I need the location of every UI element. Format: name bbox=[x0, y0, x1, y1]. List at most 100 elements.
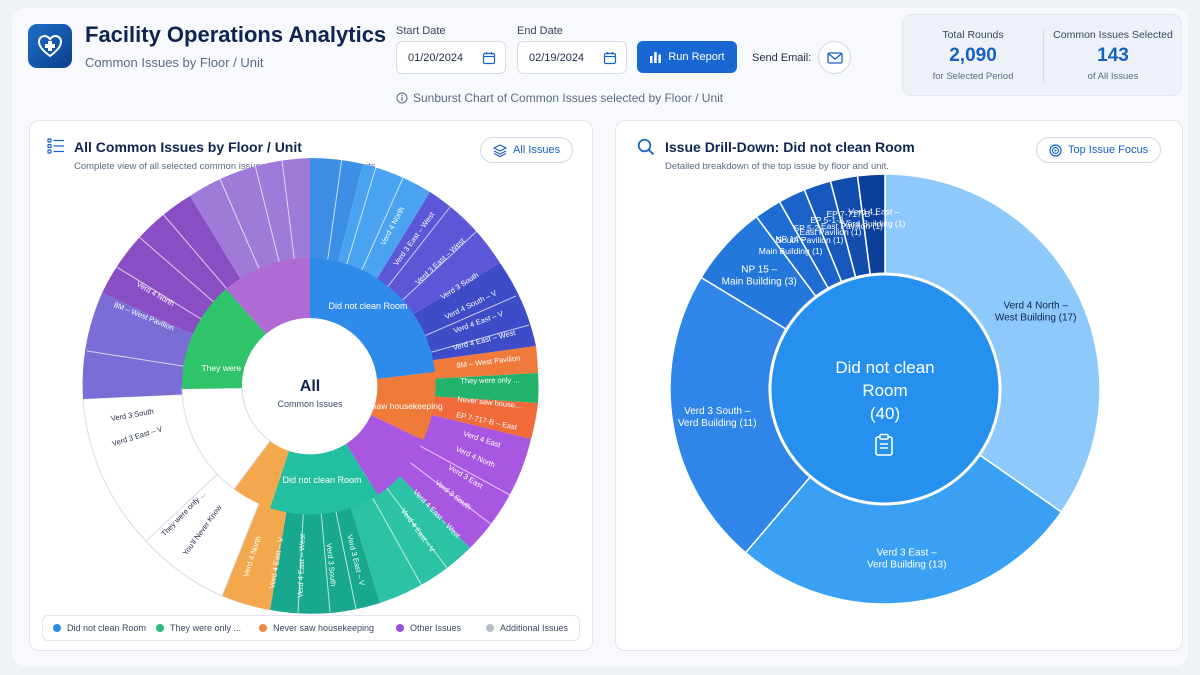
page-subtitle: Common Issues by Floor / Unit bbox=[85, 55, 264, 70]
sunburst-segment-did-not-clean[interactable] bbox=[310, 258, 435, 379]
issues-selected-sub: of All Issues bbox=[1087, 71, 1139, 82]
drilldown-center-value: (40) bbox=[870, 404, 900, 423]
start-date-label: Start Date bbox=[396, 25, 446, 37]
sunburst-center[interactable] bbox=[243, 319, 377, 453]
drilldown-segment-label: Verd 4 North – West Building (17) bbox=[995, 300, 1077, 323]
drilldown-center-line2: Room bbox=[862, 381, 907, 400]
send-email-label: Send Email: bbox=[752, 52, 812, 64]
sunburst-inner-ring bbox=[181, 257, 436, 515]
run-report-label: Run Report bbox=[668, 51, 725, 63]
top-issue-focus-button[interactable]: Top Issue Focus bbox=[1036, 137, 1162, 163]
drilldown-segment-label: EP 5-1-3 – East Pavilion (1) bbox=[800, 215, 862, 237]
medical-heart-cross-icon bbox=[37, 34, 63, 58]
stats-card: Total Rounds 2,090 for Selected Period C… bbox=[902, 14, 1182, 96]
sunburst-segment[interactable] bbox=[310, 157, 363, 271]
chart-note: Sunburst Chart of Common Issues selected… bbox=[396, 91, 723, 105]
sunburst-segment[interactable] bbox=[428, 373, 539, 403]
inner-label-did-not-clean: Did not clean Room bbox=[328, 301, 407, 311]
sunburst-segment-never-saw[interactable] bbox=[371, 372, 436, 440]
legend-item[interactable]: Never saw housekeeping bbox=[259, 623, 374, 633]
sunburst-segment[interactable] bbox=[222, 493, 288, 610]
sunburst-outer-label: Verd 4 East – West bbox=[296, 533, 307, 598]
layers-icon bbox=[493, 143, 507, 157]
sunburst-segment-green[interactable] bbox=[181, 289, 266, 389]
legend-label: Additional Issues bbox=[500, 623, 569, 633]
page-title: Facility Operations Analytics bbox=[85, 22, 387, 47]
info-icon bbox=[396, 92, 408, 104]
sunburst-center-sub: Common Issues bbox=[277, 399, 343, 409]
end-date-input[interactable]: 02/19/2024 bbox=[517, 41, 627, 74]
sunburst-segment-purple[interactable] bbox=[346, 415, 423, 495]
total-rounds-sub: for Selected Period bbox=[932, 71, 1014, 82]
sunburst-segment[interactable] bbox=[372, 192, 500, 317]
run-report-button[interactable]: Run Report bbox=[637, 41, 737, 73]
drilldown-sunburst: Verd 4 North – West Building (17) Verd 3 E… bbox=[669, 173, 1101, 605]
stats-divider bbox=[1043, 29, 1044, 83]
sunburst-outer-ring bbox=[82, 157, 539, 614]
sunburst-segment[interactable] bbox=[347, 469, 470, 603]
legend-item[interactable]: Did not clean Room bbox=[53, 623, 146, 633]
drilldown-segment-label: Verd 3 East – Verd Building (13) bbox=[867, 548, 947, 571]
calendar-icon[interactable] bbox=[482, 51, 496, 65]
total-rounds-stat: Total Rounds 2,090 for Selected Period bbox=[903, 15, 1043, 97]
legend-label: Other Issues bbox=[410, 623, 462, 633]
app-logo bbox=[28, 24, 72, 68]
sunburst-segment-violet[interactable] bbox=[226, 257, 310, 334]
sunburst-segment-teal[interactable] bbox=[270, 444, 378, 515]
drilldown-segment-label: Verd 4 East – Verd Building (1) bbox=[842, 206, 905, 228]
start-date-input[interactable]: 01/20/2024 bbox=[396, 41, 506, 74]
mail-icon bbox=[826, 51, 843, 64]
end-date-value: 02/19/2024 bbox=[529, 51, 585, 64]
sunburst-segment[interactable] bbox=[336, 164, 430, 287]
start-date-value: 01/20/2024 bbox=[408, 51, 464, 64]
drilldown-segment-label: NP 15 – Main Building (3) bbox=[722, 265, 797, 288]
calendar-icon[interactable] bbox=[603, 51, 617, 65]
legend-item[interactable]: Additional Issues bbox=[486, 623, 568, 633]
legend-dot bbox=[259, 624, 267, 632]
list-icon bbox=[47, 138, 64, 154]
all-issues-sunburst: All Common Issues Did not clean Room Nev… bbox=[82, 157, 539, 614]
clipboard-icon bbox=[875, 433, 893, 456]
target-icon bbox=[1049, 143, 1062, 157]
end-date-label: End Date bbox=[517, 25, 563, 37]
sunburst-segment[interactable] bbox=[408, 263, 536, 361]
sunburst-segment[interactable] bbox=[427, 346, 538, 379]
search-icon bbox=[637, 138, 655, 156]
inner-label-never-saw: Never saw housekeeping bbox=[347, 401, 443, 411]
legend-item[interactable]: They were only ... bbox=[156, 623, 241, 633]
chart-note-text: Sunburst Chart of Common Issues selected… bbox=[413, 91, 724, 105]
legend-dot bbox=[156, 624, 164, 632]
legend-dot bbox=[53, 624, 61, 632]
legend-item[interactable]: Other Issues bbox=[396, 623, 461, 633]
drilldown-labels: Verd 4 North – West Building (17) Verd 3 E… bbox=[678, 206, 1077, 570]
issues-selected-label: Common Issues Selected bbox=[1053, 29, 1173, 41]
sunburst-segment[interactable] bbox=[102, 196, 248, 339]
send-email-button[interactable] bbox=[818, 41, 851, 74]
legend-dot bbox=[396, 624, 404, 632]
sunburst-center-title: All bbox=[300, 378, 320, 395]
drilldown-center-line1: Did not clean bbox=[835, 358, 934, 377]
sunburst-segment-white[interactable] bbox=[181, 387, 271, 490]
drilldown-segment-label: EP 7-717-B – East Pavilion (1) bbox=[821, 209, 883, 231]
sunburst-segment-orange[interactable] bbox=[234, 441, 289, 508]
drilldown-center[interactable] bbox=[768, 272, 1002, 506]
drilldown-segment-label: Verd 3 South – Verd Building (11) bbox=[678, 406, 757, 429]
sunburst-segment[interactable] bbox=[190, 158, 310, 291]
all-issues-title: All Common Issues by Floor / Unit bbox=[74, 139, 302, 155]
legend-dot bbox=[486, 624, 494, 632]
drilldown-subtitle: Detailed breakdown of the top issue by f… bbox=[665, 161, 889, 172]
chart-legend: Did not clean Room They were only ... Neve… bbox=[42, 615, 580, 641]
sunburst-outer-label: They were only ... bbox=[460, 375, 519, 385]
all-issues-button[interactable]: All Issues bbox=[480, 137, 574, 163]
bar-chart-icon bbox=[650, 52, 662, 63]
sunburst-segment[interactable] bbox=[424, 396, 538, 439]
inner-label-green: They were only ... bbox=[201, 363, 268, 373]
issues-selected-value: 143 bbox=[1097, 45, 1129, 66]
total-rounds-value: 2,090 bbox=[949, 45, 997, 66]
all-issues-pill-label: All Issues bbox=[513, 144, 561, 156]
legend-label: Did not clean Room bbox=[67, 623, 147, 633]
issues-selected-stat: Common Issues Selected 143 of All Issues bbox=[1043, 15, 1183, 97]
sunburst-segment[interactable] bbox=[82, 293, 203, 399]
sunburst-segment[interactable] bbox=[393, 413, 531, 548]
sunburst-inner-labels: Did not clean Room Never saw housekeepin… bbox=[201, 301, 443, 485]
